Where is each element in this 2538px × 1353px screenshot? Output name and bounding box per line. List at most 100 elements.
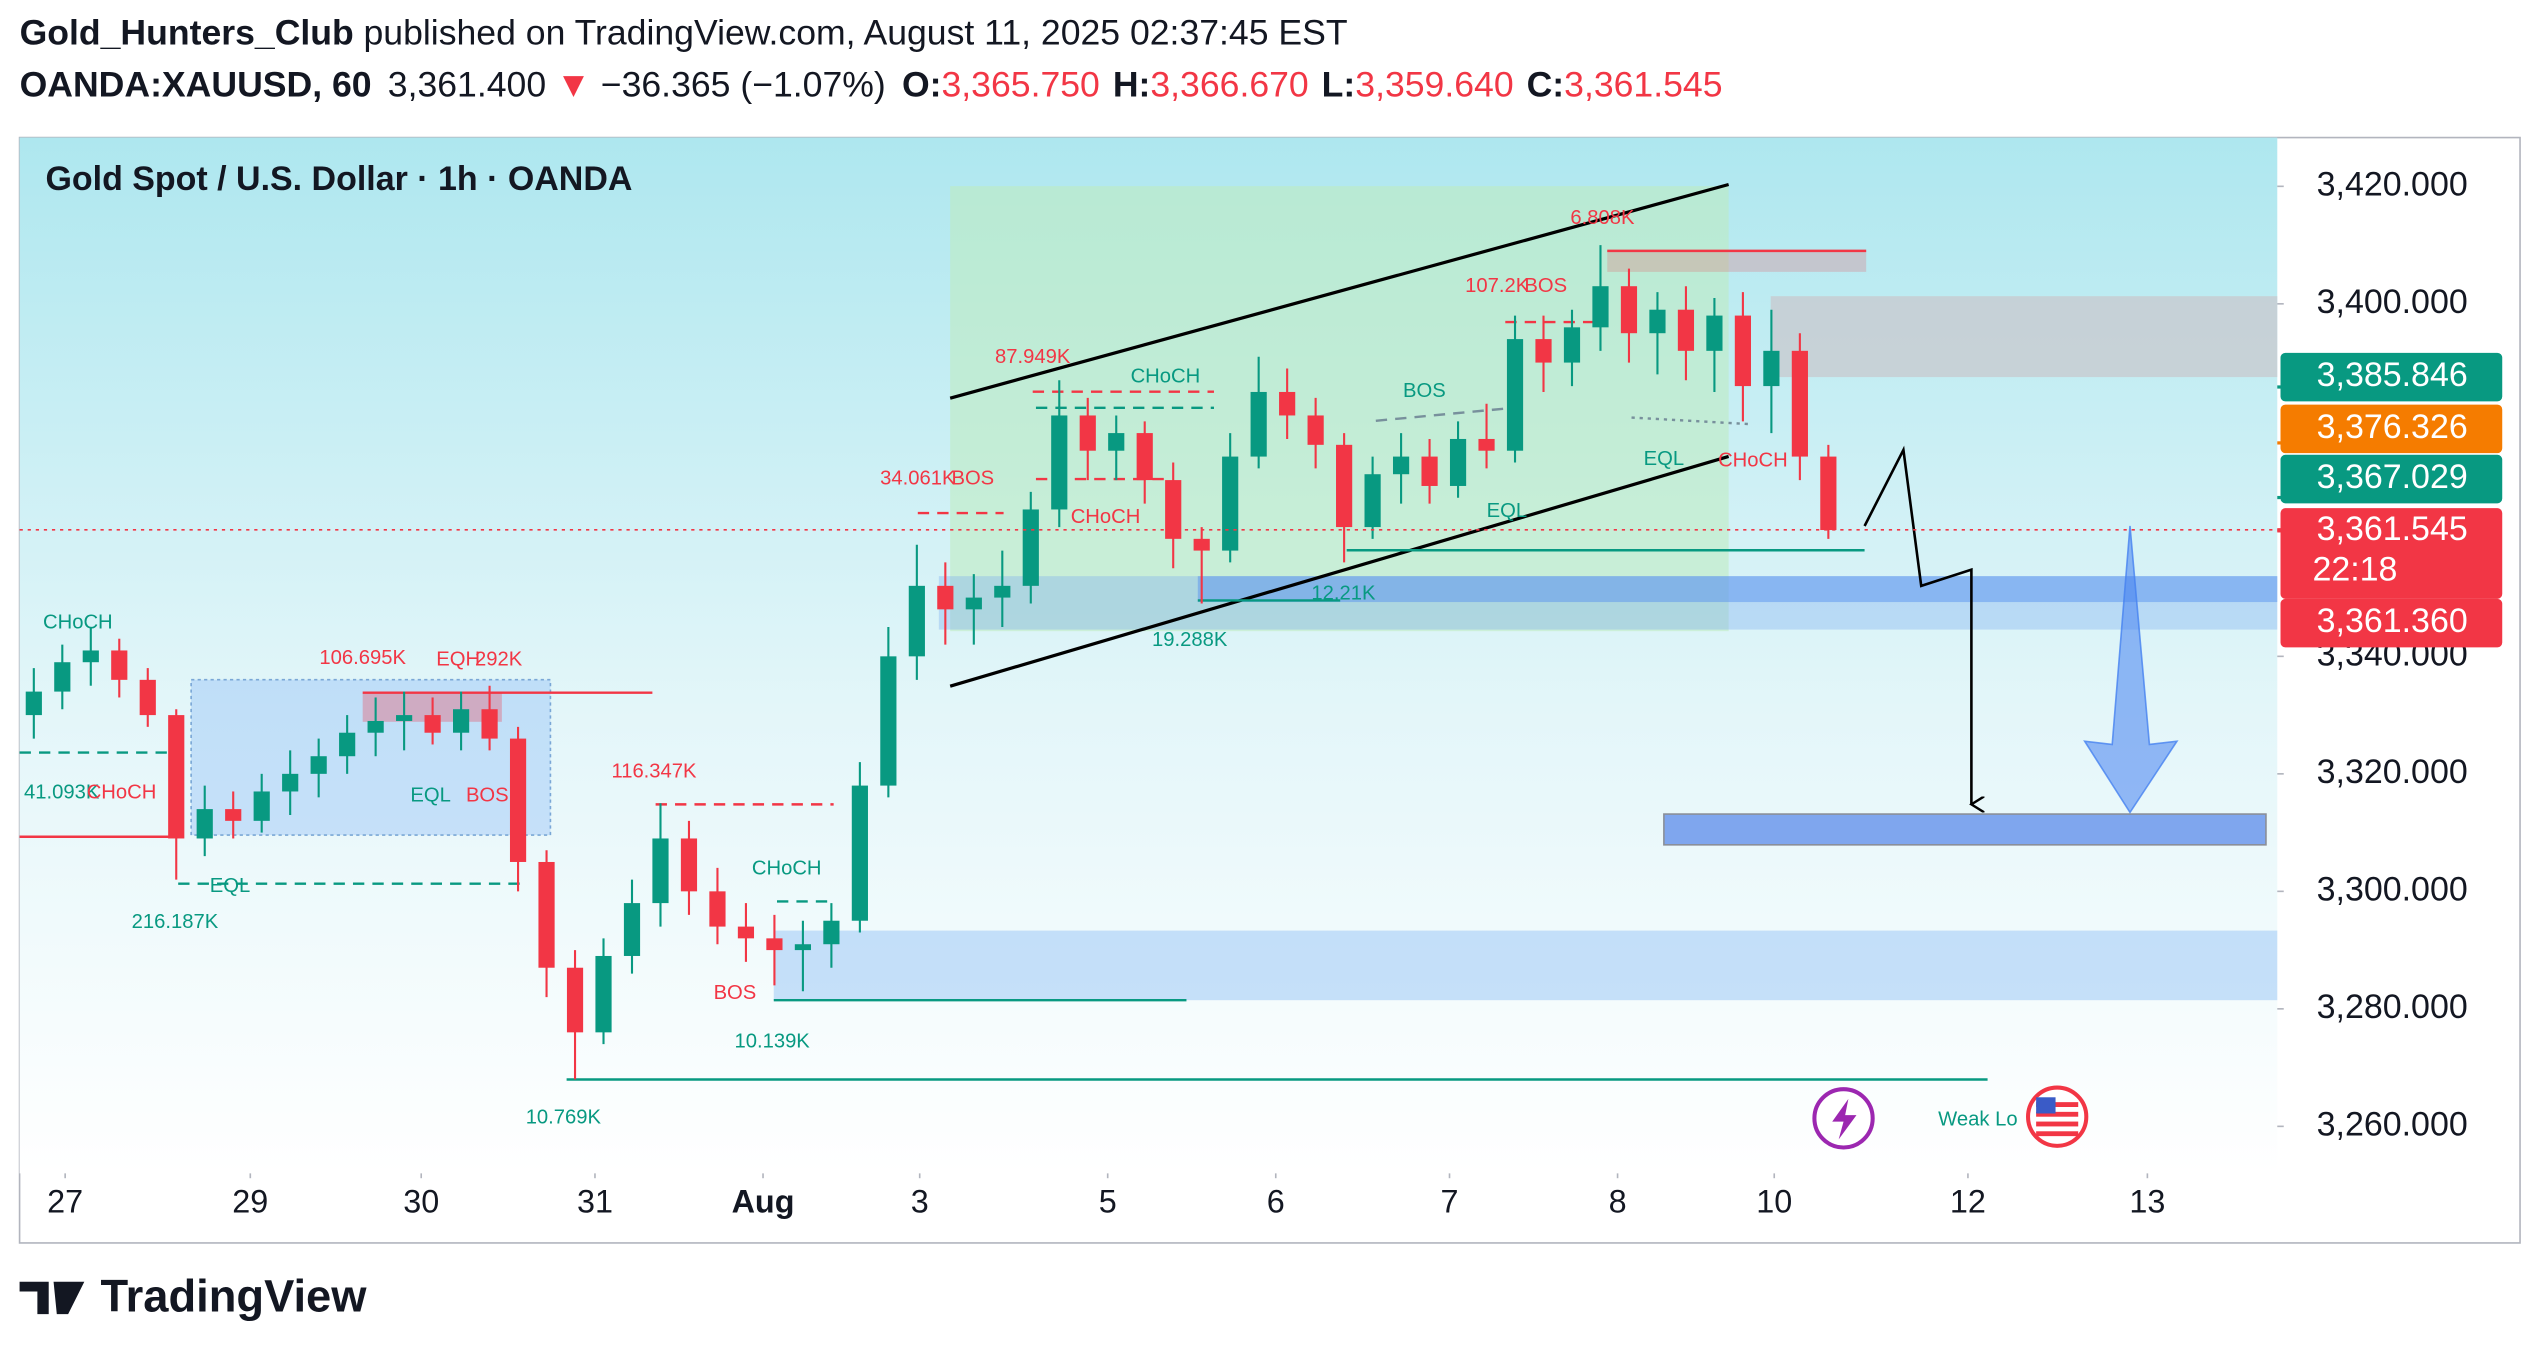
chart-title: Gold Spot / U.S. Dollar · 1h · OANDA [45,160,632,198]
channel-top [949,182,1730,400]
candle-body [1108,433,1125,451]
candle-body [1506,339,1524,451]
annotation: 87.949K [995,346,1071,368]
candle-body [310,756,327,774]
annotation: EQL [210,875,250,897]
annotation: 116.347K [611,760,697,782]
logo: TradingView [19,1271,367,1322]
candle-body [82,650,99,663]
symbol: OANDA:XAUUSD, 60 [20,65,372,105]
candle-body [1421,456,1438,486]
price-badge-label: 3,361.360 [2317,602,2468,640]
candle-body [1079,415,1096,451]
x-tick-label: 27 [47,1184,83,1220]
ohlc-line: OANDA:XAUUSD, 60 3,361.400 ▼ −36.365 (−1.07… [20,65,1723,105]
annotation: EQH [436,649,480,671]
target-box [1663,813,2267,846]
annotation: EQL [1487,500,1527,522]
price-badge-label: 3,376.326 [2317,408,2468,446]
candle-body [54,662,71,692]
candle-body [1820,456,1837,531]
candle-body [1677,309,1695,351]
candle-body [1478,438,1495,451]
y-tick-label: 3,260.000 [2317,1105,2468,1143]
down-arrow: ▼ [556,65,591,105]
candle-body [851,785,868,921]
candle-body [168,715,185,839]
candle-body [1336,444,1353,528]
flag-icon [2026,1085,2089,1148]
o-value: 3,365.750 [942,65,1100,105]
last-price: 3,361.400 [388,65,546,105]
annotation: BOS [1524,275,1567,297]
candle-body [1706,315,1723,351]
channel-bottom [949,454,1730,688]
annotation: CHoCH [1071,506,1141,528]
candle-body [1222,456,1239,551]
annotation: 6.808K [1570,207,1635,229]
price-badge-label: 3,361.545 [2317,510,2468,548]
demand-zone [938,576,2278,630]
annotation: 12.21K [1311,582,1376,604]
annotation: 107.2K [1465,275,1530,297]
y-tick-label: 3,400.000 [2317,283,2468,321]
x-tick-label: 6 [1267,1184,1285,1220]
y-tick-label: 3,320.000 [2317,753,2468,791]
supply-zone [1770,296,2278,378]
candle-body [282,773,299,792]
y-tick-label: 3,420.000 [2317,165,2468,203]
price-badge-label: 3,367.029 [2317,458,2468,496]
author: Gold_Hunters_Club [20,13,354,53]
candle-body [1193,538,1210,551]
l-label: L: [1322,65,1356,105]
x-tick-label: Aug [732,1184,795,1220]
price-badge [2280,352,2503,402]
candle-body [737,926,755,939]
candle-body [509,738,527,862]
candle-body [481,709,498,739]
annotation: CHoCH [1131,365,1201,387]
annotation: BOS [951,467,994,489]
candle-body [1763,350,1780,387]
candle-body [367,720,384,733]
candle-body [339,732,356,757]
candle-body [595,955,612,1033]
candle-body [709,891,726,927]
h-value: 3,366.670 [1150,65,1308,105]
candle-body [1250,391,1267,457]
candle-body [566,967,584,1033]
candle-body [623,903,641,956]
countdown: 22:18 [2312,550,2397,588]
annotation: 216.187K [132,911,219,933]
x-tick-label: 12 [1950,1184,1986,1220]
x-tick-label: 30 [403,1184,439,1220]
x-tick-label: 5 [1099,1184,1117,1220]
candle-body [538,861,555,968]
x-tick-label: 13 [2129,1184,2165,1220]
annotation: 10.769K [526,1107,602,1129]
candle-body [823,920,840,945]
annotation: BOS [1403,380,1446,402]
price-badge [2280,454,2503,504]
y-tick-label: 3,300.000 [2317,870,2468,908]
candle-body [139,679,156,716]
candle-body [253,791,270,821]
price-badge [2280,598,2503,648]
event-icon [1812,1087,1875,1150]
annotation: BOS [466,785,509,807]
dashed-level [1375,406,1514,422]
published: published on TradingView.com, August 11,… [364,13,1348,53]
annotation: EQL [410,785,450,807]
h-label: H: [1113,65,1151,105]
candle-body [1649,309,1666,334]
candle-body [908,585,925,657]
annotation: CHoCH [87,781,157,803]
candle-body [111,650,128,680]
annotation: Weak Lo [1938,1108,2017,1130]
candle-body [1307,415,1324,445]
c-label: C: [1527,65,1565,105]
annotation: CHoCH [1718,450,1788,472]
candle-body [965,597,982,610]
candle-body [766,938,783,951]
